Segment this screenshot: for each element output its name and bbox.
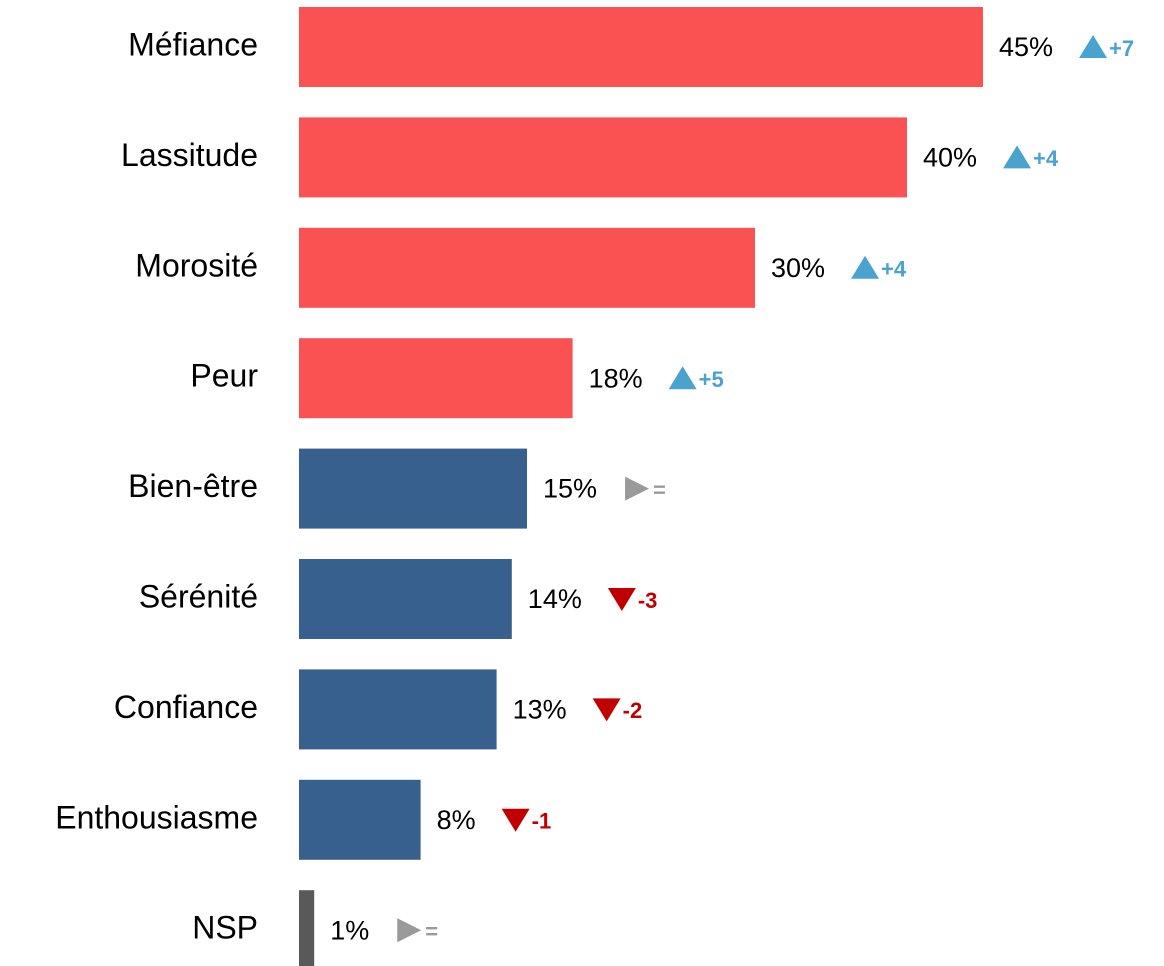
category-label: Morosité: [135, 247, 258, 283]
bar: [299, 669, 497, 750]
change-arrow: [607, 588, 636, 611]
bar: [299, 117, 907, 198]
value-label: 40%: [923, 143, 977, 173]
bar: [299, 227, 755, 308]
value-label: 45%: [999, 32, 1053, 62]
category-label: Lassitude: [121, 137, 258, 173]
value-label: 14%: [528, 584, 582, 614]
value-label: 15%: [543, 474, 597, 504]
bar: [299, 7, 983, 87]
change-label: -2: [623, 698, 643, 723]
change-arrow: [1003, 145, 1032, 169]
change-arrow: [397, 918, 422, 943]
category-label: Bien-être: [128, 468, 258, 504]
value-label: 8%: [437, 805, 476, 835]
change-arrow: [625, 476, 650, 501]
change-arrow: [1079, 35, 1108, 58]
category-label: Méfiance: [128, 26, 258, 62]
bar: [299, 779, 421, 860]
bar: [299, 338, 573, 419]
change-arrow: [851, 255, 880, 279]
change-label: =: [653, 477, 666, 502]
change-label: +4: [1033, 146, 1059, 171]
change-arrow: [501, 808, 530, 832]
bar: [299, 448, 527, 529]
category-label: Enthousiasme: [55, 799, 258, 835]
value-label: 30%: [771, 253, 825, 283]
bar: [299, 559, 512, 639]
change-label: =: [425, 919, 438, 944]
value-label: 18%: [589, 363, 643, 393]
change-arrow: [592, 698, 621, 722]
bar: [299, 890, 315, 966]
change-label: +4: [881, 257, 907, 282]
category-label: Peur: [190, 358, 258, 394]
category-label: Sérénité: [139, 578, 258, 614]
change-arrow: [668, 366, 697, 390]
change-label: -3: [638, 588, 658, 613]
change-label: +7: [1109, 36, 1134, 61]
value-label: 1%: [330, 915, 369, 945]
value-label: 13%: [513, 695, 567, 725]
change-label: +5: [699, 367, 724, 392]
change-label: -1: [532, 809, 552, 834]
category-label: Confiance: [114, 689, 258, 725]
category-label: NSP: [192, 910, 258, 946]
